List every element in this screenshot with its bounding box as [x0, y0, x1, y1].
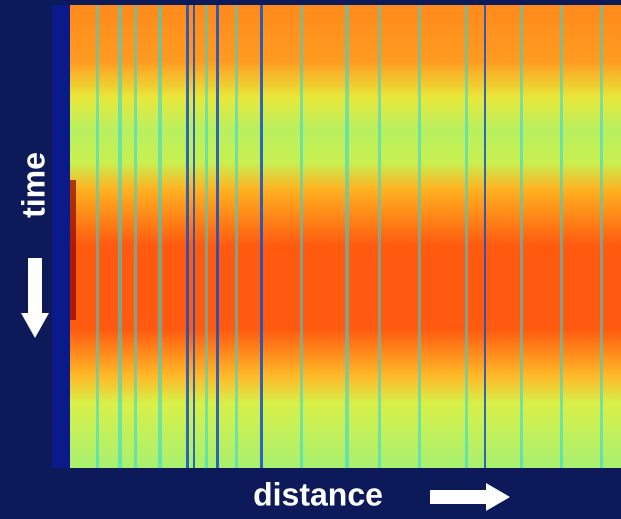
- stripe: [158, 5, 162, 468]
- stripe: [560, 5, 563, 468]
- stripe: [520, 5, 523, 468]
- stripe: [345, 5, 349, 468]
- stripe: [300, 5, 303, 468]
- stripe: [193, 5, 195, 468]
- stripe: [96, 5, 99, 468]
- heatmap-field: [52, 5, 621, 468]
- stripe-group-dark: [186, 5, 486, 468]
- stripe: [418, 5, 421, 468]
- stripe-group: [96, 5, 603, 468]
- stripe: [205, 5, 208, 468]
- y-axis-label: time: [15, 152, 51, 218]
- heatmap-edge: [52, 5, 70, 468]
- stripe: [235, 5, 238, 468]
- stripe: [186, 5, 189, 468]
- heatmap: [52, 5, 621, 468]
- stripe: [260, 5, 263, 468]
- arrow-down: [21, 258, 49, 338]
- stripe: [600, 5, 603, 468]
- stripe: [134, 5, 137, 468]
- stripe: [465, 5, 468, 468]
- arrow-right: [430, 483, 510, 511]
- stripe: [216, 5, 219, 468]
- stripe: [378, 5, 381, 468]
- x-axis-label: distance: [253, 476, 383, 512]
- stripe: [484, 5, 486, 468]
- stripe: [118, 5, 122, 468]
- heatmap-edge-hot: [70, 180, 76, 320]
